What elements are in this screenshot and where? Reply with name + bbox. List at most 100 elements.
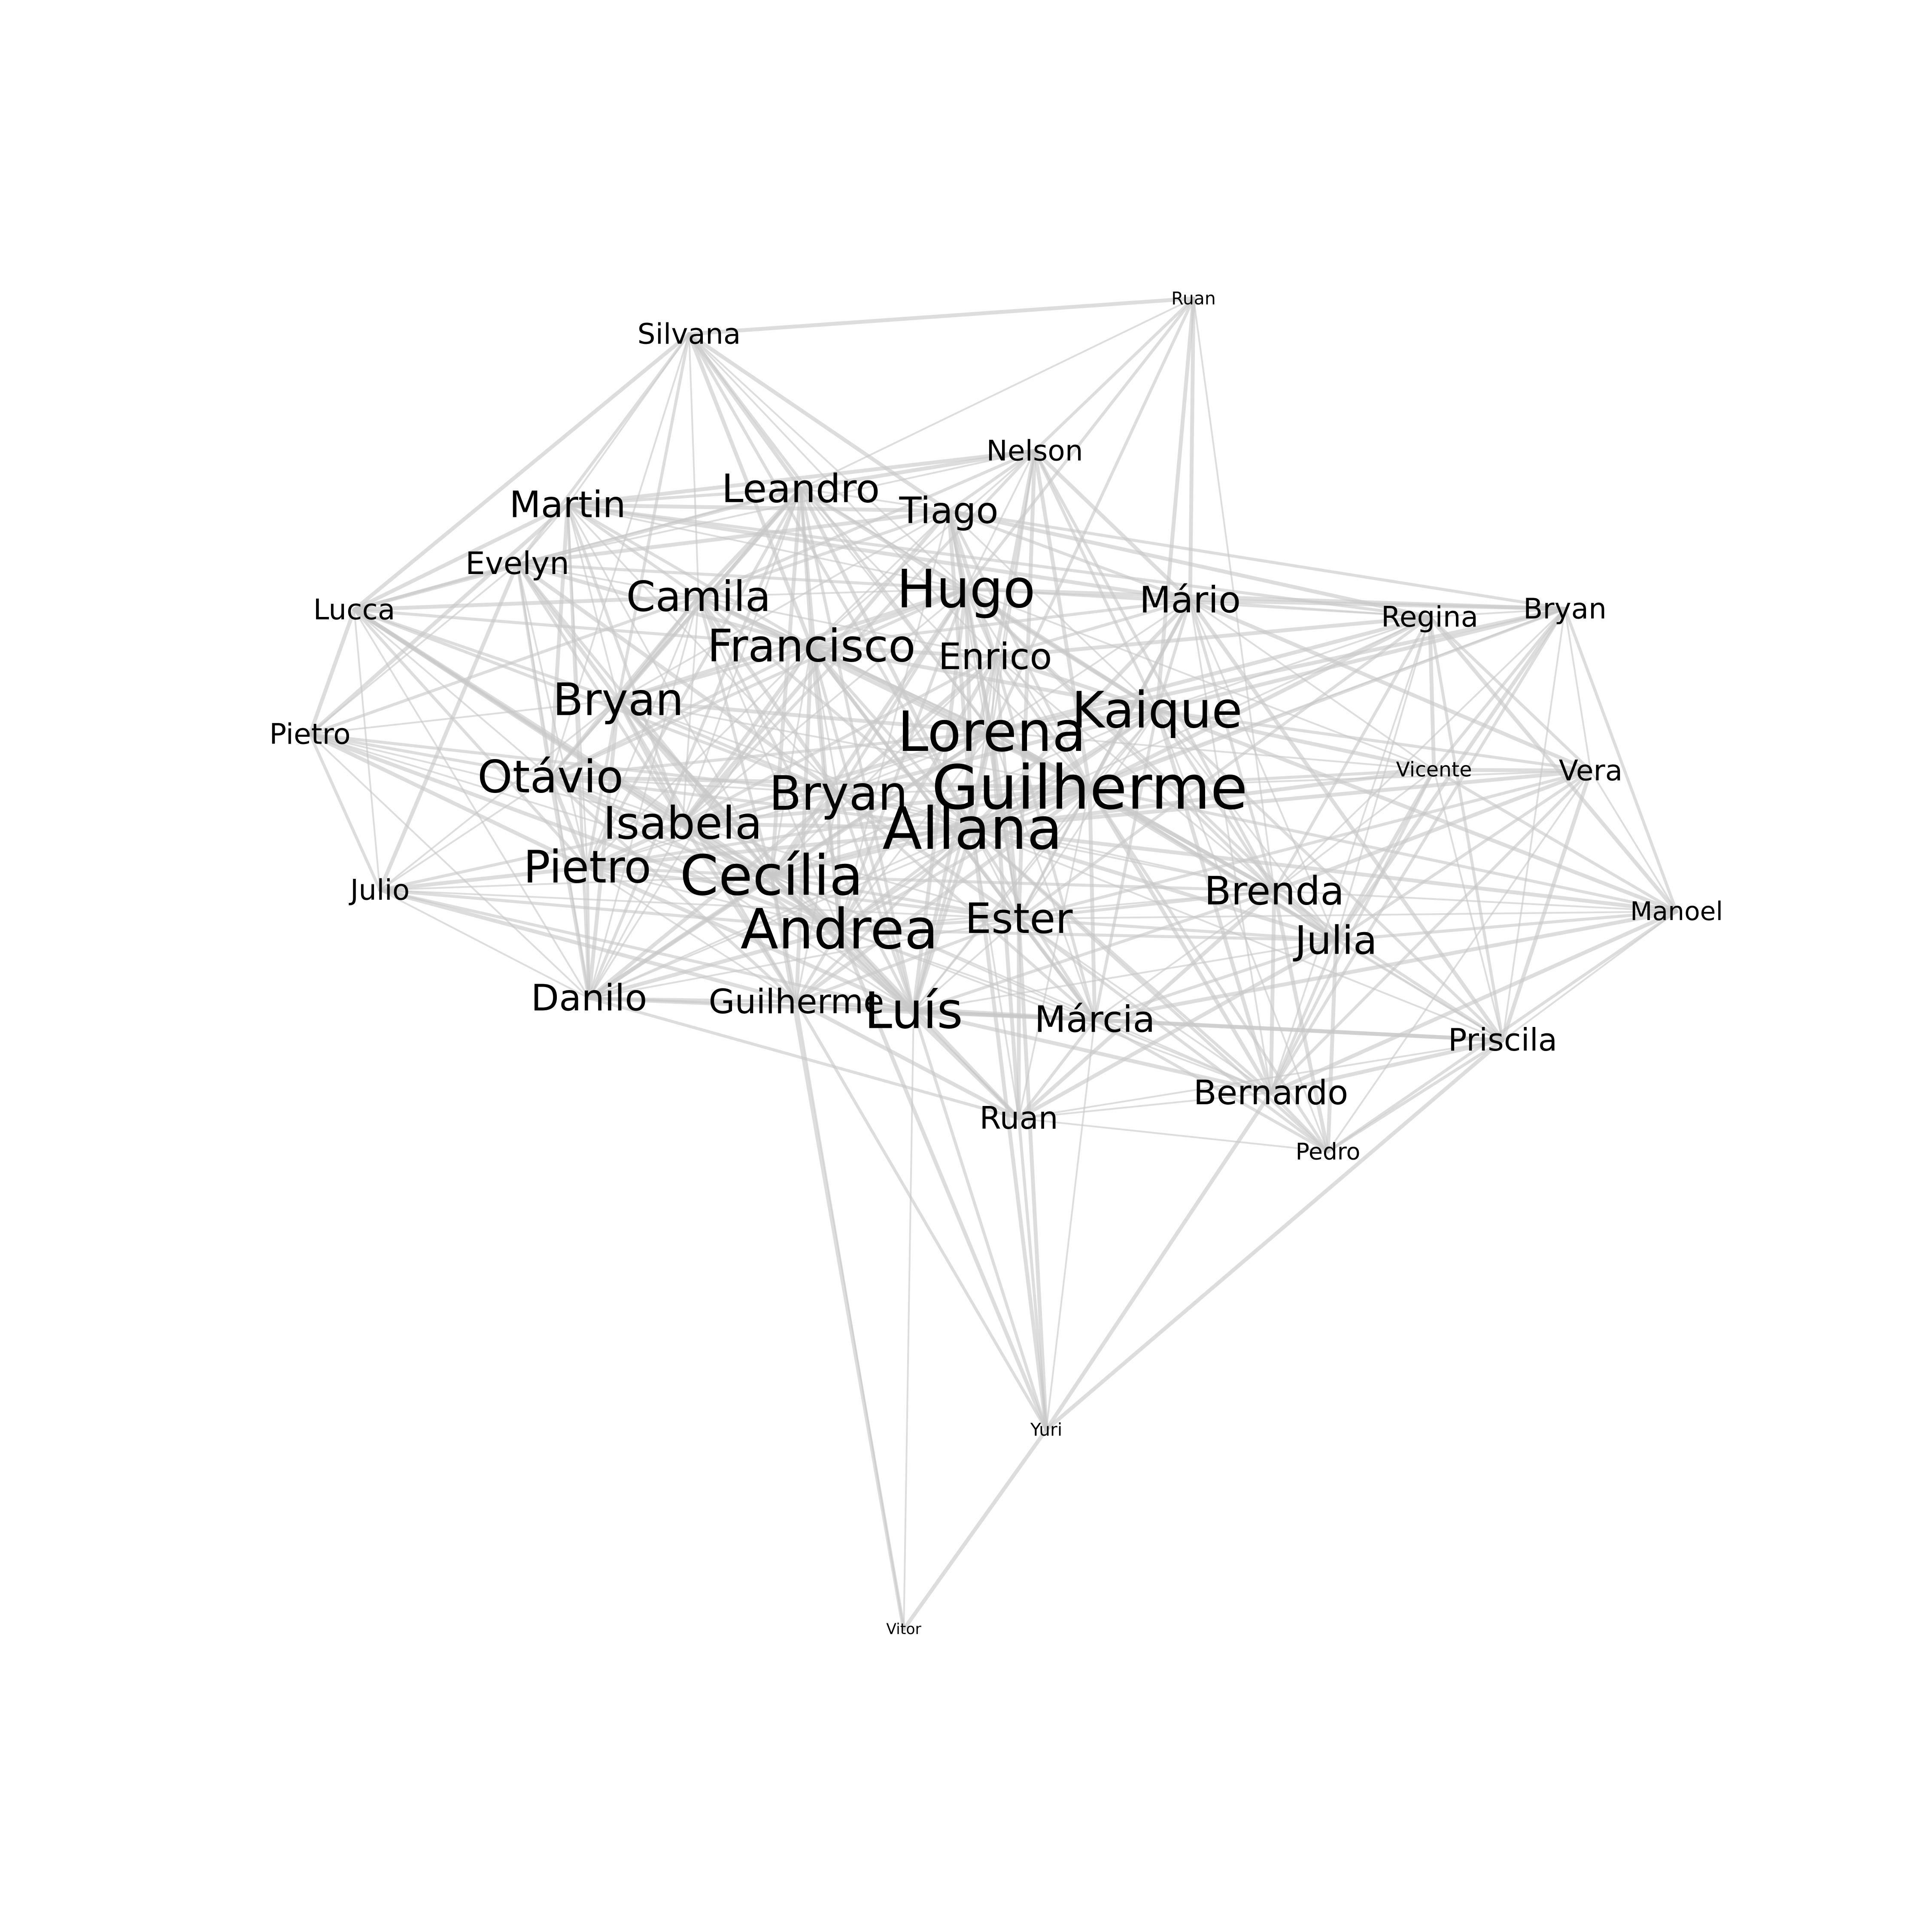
edge-allana-pietro_mid <box>585 826 975 869</box>
edge-pietro_mid-guilherme_low <box>586 866 797 1002</box>
edge-camila-cecilia <box>697 595 773 878</box>
edge-vera-julia <box>1334 769 1592 942</box>
node-label-isabela: Isabela <box>603 798 762 850</box>
node-label-bryan_center: Bryan <box>769 766 908 821</box>
edge-camila-bryan_center <box>696 595 841 796</box>
edge-regina-bernardo <box>1270 616 1431 1094</box>
edge-guilherme_center-manoel <box>1088 786 1678 913</box>
edge-pietro_mid-ester <box>586 866 1021 920</box>
node-label-vicente: Vicente <box>1396 758 1472 782</box>
edge-leandro-guilherme_center <box>800 488 1091 789</box>
edge-hugo-guilherme_center <box>965 588 1091 789</box>
node-label-pedro: Pedro <box>1296 1138 1361 1165</box>
edge-nelson-tiago <box>947 449 1036 513</box>
edge-julia-marcia <box>1093 939 1338 1021</box>
edge-evelyn-hugo <box>516 562 968 591</box>
edge-silvana-tiago <box>687 332 951 513</box>
edge-marcia-priscila <box>1093 1018 1505 1042</box>
edge-bryan_left-bryan_center <box>617 698 840 795</box>
edge-priscila-ruan_low <box>1018 1039 1504 1119</box>
edge-julia-ruan_low <box>1017 938 1338 1121</box>
node-label-vera: Vera <box>1559 754 1622 787</box>
edge-priscila-bernardo <box>1269 1038 1505 1095</box>
edges-layer <box>308 296 1679 1631</box>
edge-lorena-marcia <box>991 731 1096 1021</box>
edge-vicente-manoel <box>1432 768 1678 913</box>
edge-bryan_left-allana <box>617 699 973 829</box>
edge-manoel-bernardo <box>1269 909 1679 1095</box>
edge-otavio-isabela <box>550 776 683 824</box>
edge-mario-kaique <box>1155 598 1192 712</box>
edge-ruan_top-nelson <box>1033 297 1195 453</box>
edge-kaique-lorena <box>990 709 1159 734</box>
edge-ester-marcia <box>1017 917 1097 1022</box>
edge-cecilia-brenda <box>770 874 1276 893</box>
edge-isabela-ester <box>682 823 1020 920</box>
edge-regina-bryan_right <box>1429 608 1566 618</box>
edge-ester-julia <box>1017 917 1338 942</box>
edge-isabela-julio <box>378 822 684 892</box>
node-label-camila: Camila <box>626 572 771 621</box>
edge-vicente-brenda <box>1273 769 1435 892</box>
edge-cecilia-julio <box>379 875 772 891</box>
edge-vera-pedro <box>1327 770 1592 1152</box>
edge-hugo-camila <box>698 588 967 598</box>
node-label-mario: Mário <box>1139 579 1241 622</box>
edge-nelson-martin <box>565 449 1037 507</box>
node-label-silvana: Silvana <box>638 318 741 351</box>
edge-bryan_left-pietro_left <box>309 699 619 735</box>
edge-manoel-marcia <box>1093 909 1679 1022</box>
edge-julia-luis <box>913 939 1337 1012</box>
edge-regina-enrico <box>993 615 1432 659</box>
edge-bryan_center-ester <box>836 791 1021 921</box>
node-label-ester: Ester <box>965 894 1073 943</box>
edge-cecilia-ruan_low <box>769 874 1021 1121</box>
node-label-julia: Julia <box>1293 917 1377 963</box>
edge-guilherme_low-yuri <box>795 1000 1048 1431</box>
node-label-luis: Luís <box>864 982 963 1040</box>
edge-hugo-enrico <box>964 587 997 659</box>
edge-isabela-allana <box>680 821 975 831</box>
node-label-otavio: Otávio <box>477 751 623 803</box>
edge-nelson-francisco <box>811 450 1036 647</box>
edge-lucca-pietro_mid <box>352 608 589 869</box>
edge-allana-ester <box>972 828 1020 920</box>
edge-danilo-ruan_low <box>587 996 1021 1120</box>
edge-ester-bernardo <box>1018 918 1272 1094</box>
node-label-pietro_left: Pietro <box>269 718 351 751</box>
node-label-evelyn: Evelyn <box>465 546 569 582</box>
node-label-kaique: Kaique <box>1072 682 1242 740</box>
edge-guilherme_center-luis <box>913 787 1091 1012</box>
edge-regina-lorena <box>990 615 1432 734</box>
edge-hugo-isabela <box>682 588 967 824</box>
node-label-regina: Regina <box>1381 601 1478 634</box>
node-label-bryan_right: Bryan <box>1523 592 1607 626</box>
edge-francisco-bryan_center <box>811 645 839 794</box>
edge-mario-bernardo <box>1189 599 1272 1094</box>
edge-pietro_mid-luis <box>585 865 916 1013</box>
edge-francisco-allana <box>810 644 974 830</box>
node-label-andrea: Andrea <box>741 897 939 962</box>
edge-bryan_right-priscila <box>1502 608 1566 1041</box>
edge-pietro_mid-danilo <box>586 866 591 1000</box>
edge-lorena-vicente <box>991 731 1435 771</box>
edge-otavio-andrea <box>548 775 841 932</box>
edge-camila-lucca <box>352 595 701 612</box>
edge-julio-danilo <box>379 889 590 999</box>
edge-silvana-lorena <box>687 332 993 734</box>
edge-martin-isabela <box>566 503 684 825</box>
edge-julio-guilherme_low <box>378 888 799 1004</box>
edge-silvana-lucca <box>352 332 691 612</box>
edge-bernardo-yuri <box>1044 1091 1273 1432</box>
edge-ruan_top-hugo <box>964 297 1195 591</box>
node-label-bernardo: Bernardo <box>1194 1073 1349 1112</box>
edge-vicente-bernardo <box>1269 768 1436 1094</box>
edge-otavio-pietro_mid <box>548 775 589 869</box>
edge-allana-brenda <box>972 828 1275 892</box>
edge-francisco-bryan_left <box>617 644 813 702</box>
edge-marcia-pedro <box>1093 1018 1330 1153</box>
edge-ruan_low-yuri <box>1017 1117 1048 1431</box>
edge-vicente-guilherme_center <box>1088 768 1436 790</box>
edge-camila-allana <box>697 595 974 830</box>
edge-guilherme_low-vitor <box>796 1001 905 1630</box>
